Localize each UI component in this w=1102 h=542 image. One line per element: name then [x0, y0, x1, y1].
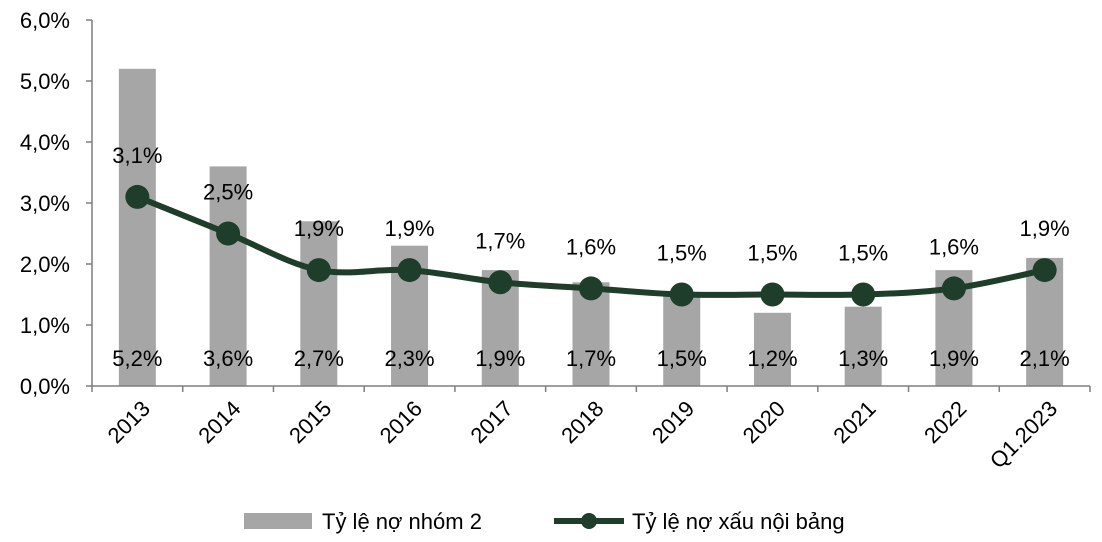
- bar-2019: [663, 294, 701, 386]
- legend-swatch-bar: [244, 513, 312, 529]
- bar-label-Q1.2023: 2,1%: [1020, 346, 1070, 371]
- line-label-2021: 1,5%: [838, 241, 888, 266]
- line-point-Q1.2023: [1032, 258, 1057, 283]
- x-tick-label-2020: 2020: [738, 396, 790, 448]
- bar-label-2017: 1,9%: [475, 346, 525, 371]
- line-label-2022: 1,6%: [929, 234, 979, 259]
- bar-2014: [209, 166, 247, 386]
- x-tick-label-2016: 2016: [375, 396, 427, 448]
- legend-label-line: Tỷ lệ nợ xấu nội bảng: [632, 509, 845, 534]
- line-label-2020: 1,5%: [747, 241, 797, 266]
- x-axis-ticks: 2013 2014 2015 2016 2017 2018 2019 2020 2021 2022…: [91, 386, 1091, 473]
- line-label-2019: 1,5%: [657, 241, 707, 266]
- y-tick-label: 5,0%: [20, 69, 70, 94]
- bar-label-2020: 1,2%: [747, 346, 797, 371]
- bar-label-2022: 1,9%: [929, 346, 979, 371]
- y-tick-label: 2,0%: [20, 252, 70, 277]
- line-point-2018: [579, 276, 603, 301]
- x-tick-label-2019: 2019: [647, 396, 699, 448]
- line-label-2013: 3,1%: [112, 143, 162, 168]
- x-tick-label-2022: 2022: [919, 396, 971, 448]
- x-tick-label-2014: 2014: [193, 396, 245, 448]
- line-data-labels: 3,1% 2,5% 1,9% 1,9% 1,7% 1,6% 1,5% 1,5% 1,5% 1,6%…: [112, 143, 1069, 266]
- bar-2021: [844, 306, 882, 386]
- line-label-2018: 1,6%: [566, 234, 616, 259]
- x-tick-label-2021: 2021: [828, 396, 880, 448]
- y-tick-label: 4,0%: [20, 130, 70, 155]
- bar-label-2014: 3,6%: [203, 346, 253, 371]
- line-point-2014: [216, 221, 241, 246]
- y-tick-label: 6,0%: [20, 8, 70, 33]
- bar-series: [118, 68, 1064, 387]
- x-tick-label-2015: 2015: [284, 396, 336, 448]
- line-label-Q1.2023: 1,9%: [1020, 216, 1070, 241]
- x-tick-label-Q1.2023: Q1.2023: [985, 396, 1062, 473]
- y-tick-label: 1,0%: [20, 313, 70, 338]
- line-point-2017: [488, 270, 513, 295]
- x-tick-label-2018: 2018: [556, 396, 608, 448]
- x-tick-label-2017: 2017: [466, 396, 518, 448]
- bar-data-labels: 5,2% 3,6% 2,7% 2,3% 1,9% 1,7% 1,5% 1,2% 1,3% 1,9%…: [112, 346, 1069, 371]
- line-series: [125, 184, 1057, 307]
- line-label-2016: 1,9%: [384, 216, 434, 241]
- line-label-2014: 2,5%: [203, 180, 253, 205]
- line-point-2021: [851, 282, 876, 307]
- bar-label-2016: 2,3%: [384, 346, 434, 371]
- bar-label-2021: 1,3%: [838, 346, 888, 371]
- line-label-2017: 1,7%: [475, 228, 525, 253]
- bar-label-2013: 5,2%: [112, 346, 162, 371]
- bar-label-2019: 1,5%: [657, 346, 707, 371]
- bar-label-2018: 1,7%: [566, 346, 616, 371]
- line-point-2020: [760, 282, 785, 307]
- y-tick-label: 0,0%: [20, 374, 70, 399]
- y-axis-ticks: 0,0% 1,0% 2,0% 3,0% 4,0% 5,0% 6,0%: [20, 8, 92, 399]
- line-point-2013: [125, 184, 150, 209]
- line-point-2022: [941, 276, 966, 301]
- bar-label-2015: 2,7%: [294, 346, 344, 371]
- legend-label-bar: Tỷ lệ nợ nhóm 2: [322, 509, 482, 534]
- line-label-2015: 1,9%: [294, 216, 344, 241]
- bar-2013: [118, 68, 156, 387]
- legend-swatch-marker: [581, 513, 597, 529]
- line-point-2016: [397, 258, 422, 283]
- bar-2020: [753, 312, 791, 386]
- line-point-2019: [669, 282, 694, 307]
- y-tick-label: 3,0%: [20, 191, 70, 216]
- line-point-2015: [306, 258, 331, 283]
- x-tick-label-2013: 2013: [103, 396, 155, 448]
- legend: Tỷ lệ nợ nhóm 2 Tỷ lệ nợ xấu nội bảng: [244, 509, 845, 534]
- bar-2015: [300, 221, 338, 386]
